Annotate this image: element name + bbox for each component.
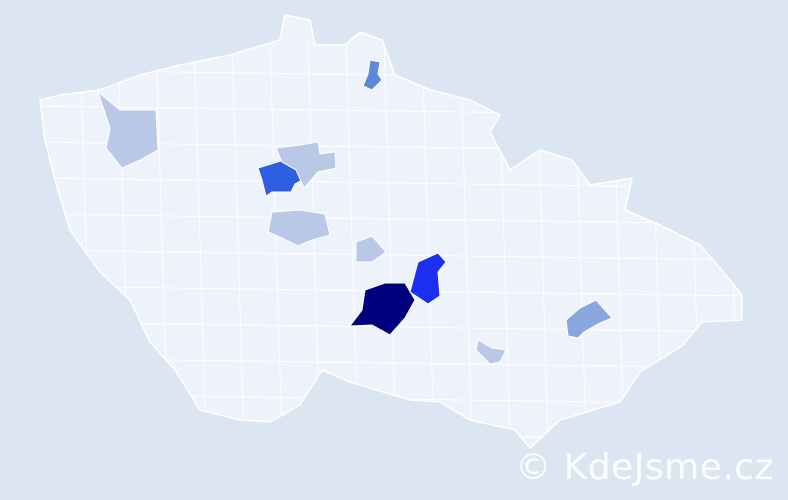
region-east-blue [565,299,613,339]
region-light-5 [475,339,507,365]
country-outline [39,14,743,450]
region-light-2 [275,141,337,189]
region-bright-blue [409,252,447,305]
region-light-4 [355,235,387,263]
watermark: © KdeJsme.cz [515,447,774,488]
region-north-blue [362,59,383,91]
region-light-1 [96,90,159,169]
region-light-3 [267,209,331,247]
region-darkest [348,282,416,336]
